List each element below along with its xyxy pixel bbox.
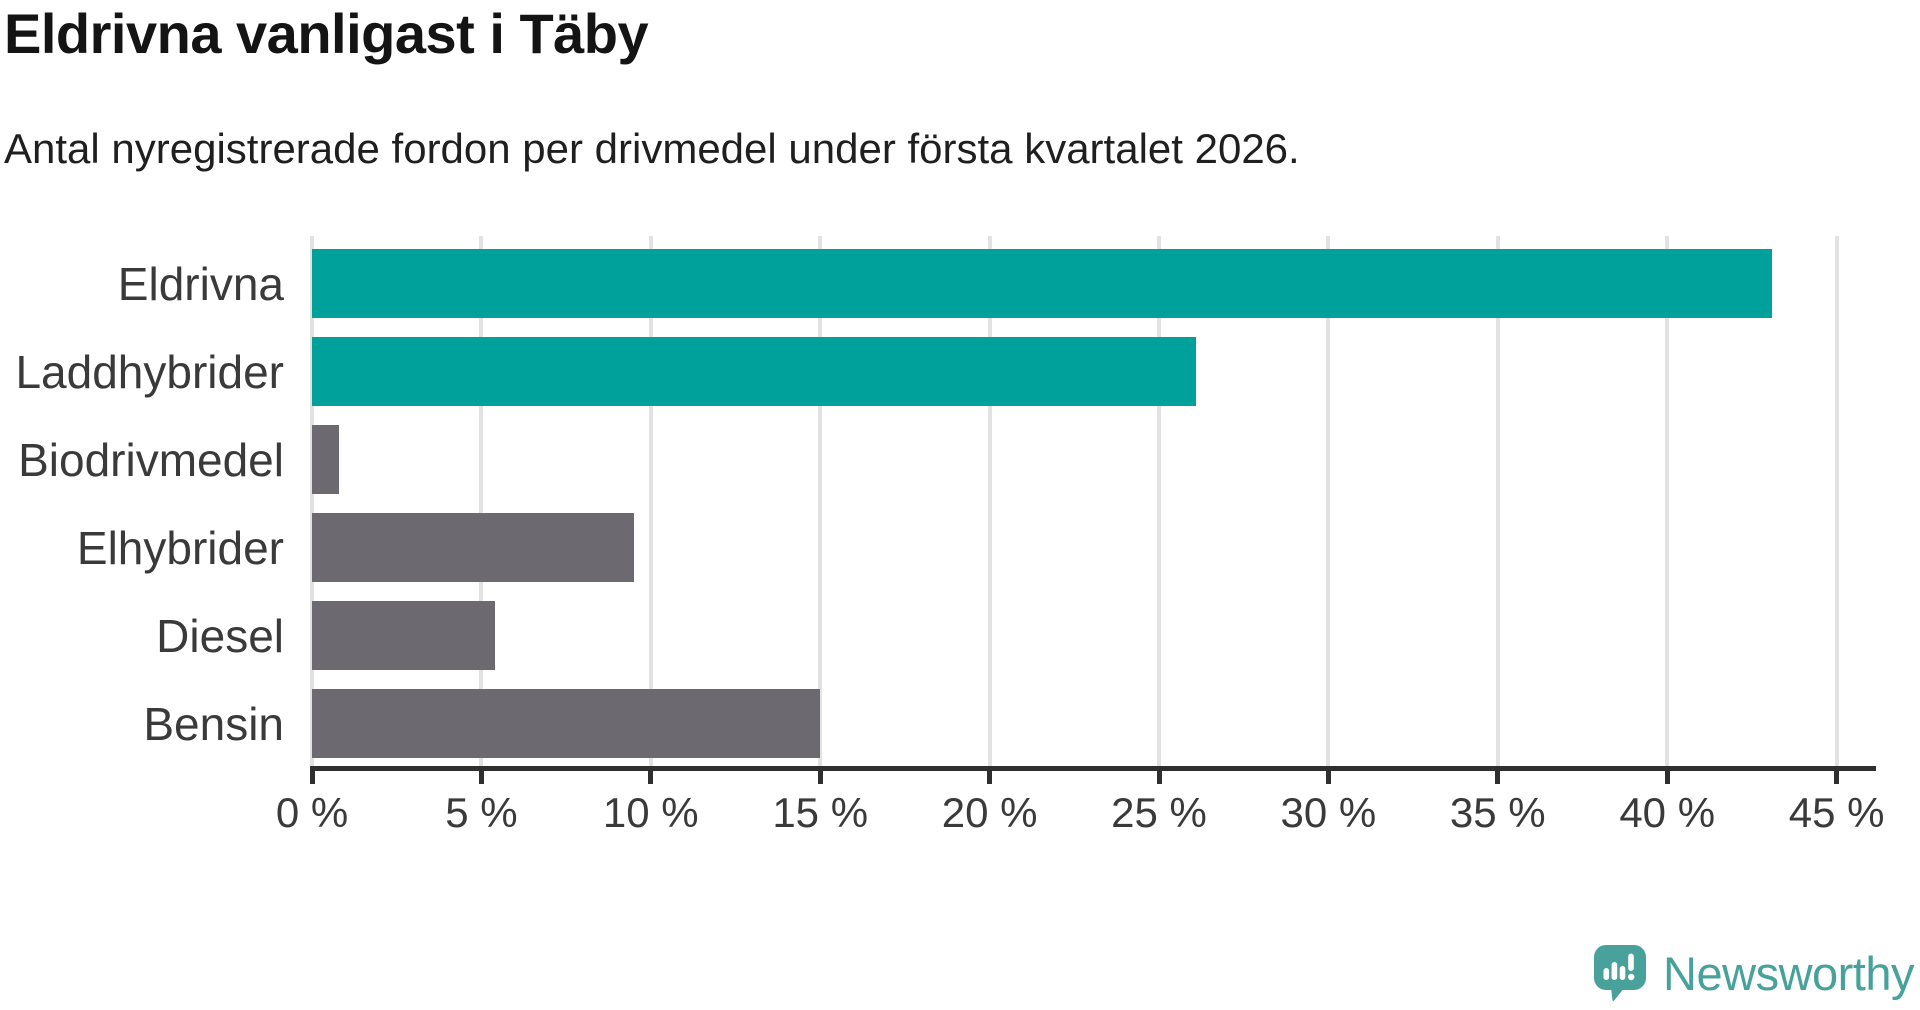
category-label-biodrivmedel: Biodrivmedel <box>18 433 284 486</box>
bar-elhybrider <box>312 513 634 582</box>
x-axis-tick-label-40: 40 % <box>1619 789 1716 836</box>
x-axis-tick-30 <box>1325 771 1331 784</box>
x-axis-tick-label-5: 5 % <box>445 789 518 836</box>
x-axis-tick-10 <box>648 771 654 784</box>
x-axis-tick-0 <box>309 771 315 784</box>
x-axis-tick-25 <box>1156 771 1162 784</box>
gridline-20 <box>987 236 992 766</box>
gridline-40 <box>1665 236 1670 766</box>
x-axis-tick-15 <box>817 771 823 784</box>
category-label-elhybrider: Elhybrider <box>76 521 284 574</box>
x-axis-line <box>310 766 1876 771</box>
category-label-bensin: Bensin <box>143 697 284 750</box>
bar-biodrivmedel <box>312 425 340 494</box>
newsworthy-logo-text: Newsworthy <box>1663 946 1914 1000</box>
bar-bensin <box>312 689 821 758</box>
gridline-5 <box>479 236 484 766</box>
gridline-10 <box>648 236 653 766</box>
bar-eldrivna <box>312 249 1773 318</box>
x-axis-tick-45 <box>1834 771 1840 784</box>
x-axis-tick-20 <box>987 771 993 784</box>
x-axis-tick-label-20: 20 % <box>941 789 1038 836</box>
x-axis-tick-label-10: 10 % <box>602 789 699 836</box>
bar-laddhybrider <box>312 337 1197 406</box>
horizontal-bar-chart: Eldrivna Laddhybrider Biodrivmedel Elhybrid… <box>15 236 1885 836</box>
gridline-35 <box>1495 236 1500 766</box>
x-axis-tick-35 <box>1495 771 1501 784</box>
gridline-25 <box>1157 236 1161 766</box>
x-axis-tick-5 <box>478 771 484 784</box>
bar-diesel <box>312 601 495 670</box>
x-axis-tick-label-15: 15 % <box>772 789 869 836</box>
category-label-laddhybrider: Laddhybrider <box>15 345 284 398</box>
newsworthy-logo-icon <box>1594 945 1647 1002</box>
gridline-0 <box>310 236 314 766</box>
x-axis-tick-label-45: 45 % <box>1788 789 1885 836</box>
x-axis-tick-label-35: 35 % <box>1449 789 1546 836</box>
x-axis-tick-label-0: 0 % <box>275 789 349 836</box>
x-axis-tick-label-25: 25 % <box>1111 789 1207 836</box>
gridline-30 <box>1326 236 1331 766</box>
category-label-diesel: Diesel <box>156 609 284 662</box>
chart-title: Eldrivna vanligast i Täby <box>4 2 649 65</box>
x-axis-tick-label-30: 30 % <box>1280 789 1377 836</box>
category-label-eldrivna: Eldrivna <box>117 257 284 310</box>
chart-subtitle: Antal nyregistrerade fordon per drivmede… <box>4 125 1300 172</box>
newsworthy-logo: Newsworthy <box>1593 944 1914 1002</box>
gridline-15 <box>818 236 823 766</box>
x-axis-tick-40 <box>1664 771 1670 784</box>
gridline-45 <box>1834 236 1839 766</box>
